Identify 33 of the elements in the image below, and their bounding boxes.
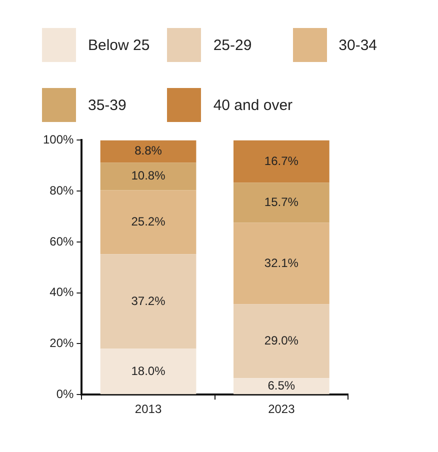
bar <box>233 182 330 223</box>
x-tick-label: 2013 <box>134 402 162 416</box>
bar <box>233 304 330 378</box>
bar <box>233 222 330 304</box>
x-tick-label: 2023 <box>268 402 296 416</box>
data-label: 6.5% <box>268 378 296 392</box>
y-tick-label: 100% <box>42 132 74 147</box>
data-label: 32.1% <box>264 256 299 270</box>
data-label: 10.8% <box>131 168 166 183</box>
y-tick-label: 60% <box>50 234 74 248</box>
data-label: 18.0% <box>131 364 166 378</box>
legend-label: 25-29 <box>213 36 252 54</box>
legend-label: 30-34 <box>338 36 378 54</box>
legend-label: Below 25 <box>88 36 150 54</box>
data-label: 8.8% <box>134 144 162 158</box>
bar <box>100 190 196 254</box>
y-tick-label: 80% <box>50 183 74 198</box>
data-label: 16.7% <box>264 154 299 168</box>
legend-label: 35-39 <box>88 96 126 114</box>
bar <box>100 162 196 190</box>
bar <box>100 140 196 163</box>
bar <box>233 378 330 394</box>
data-label: 25.2% <box>131 214 166 228</box>
y-tick-label: 0% <box>56 386 74 401</box>
data-label: 37.2% <box>131 294 166 308</box>
bar <box>100 348 196 394</box>
data-label: 29.0% <box>264 333 299 348</box>
y-tick-label: 20% <box>50 336 74 350</box>
bar <box>233 140 330 183</box>
bar <box>100 254 196 349</box>
data-label: 15.7% <box>264 194 299 209</box>
legend-label: 40 and over <box>213 96 293 114</box>
y-tick-label: 40% <box>50 285 74 300</box>
